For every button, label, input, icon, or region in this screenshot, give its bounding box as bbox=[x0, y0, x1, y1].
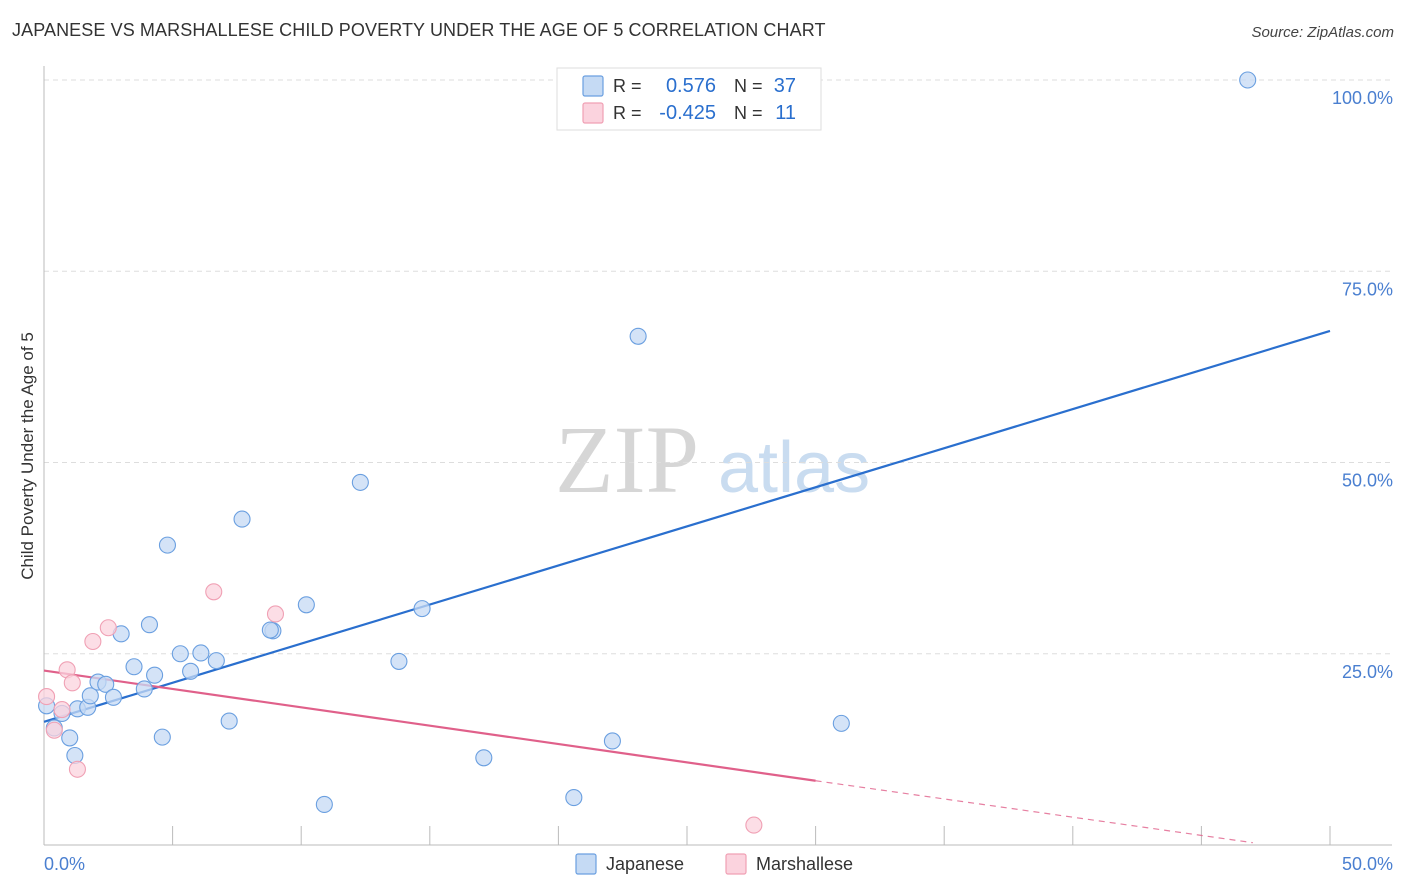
japanese-point-3 bbox=[61, 729, 79, 747]
japanese-point-15 bbox=[153, 728, 171, 746]
y-tick-labels: 100.0% 75.0% 50.0% 25.0% bbox=[1332, 88, 1393, 682]
data-points bbox=[38, 71, 1257, 834]
japanese-point-11 bbox=[125, 658, 143, 676]
japanese-swatch bbox=[582, 75, 604, 97]
legend-marshallese-swatch bbox=[725, 853, 747, 875]
japanese-point-34 bbox=[1239, 71, 1257, 89]
japanese-n-label: N = bbox=[734, 76, 763, 96]
marshallese-r-label: R = bbox=[613, 103, 642, 123]
japanese-point-27 bbox=[390, 652, 408, 670]
trend-line-japanese bbox=[43, 329, 1331, 723]
watermark-atlas: atlas bbox=[718, 428, 870, 508]
watermark-zip: ZIP bbox=[555, 406, 699, 513]
japanese-r-label: R = bbox=[613, 76, 642, 96]
japanese-point-6 bbox=[81, 687, 99, 705]
japanese-point-36 bbox=[261, 621, 279, 639]
x-tick-label-1: 50.0% bbox=[1342, 854, 1393, 874]
japanese-point-21 bbox=[220, 712, 238, 730]
source-label: Source: ZipAtlas.com bbox=[1251, 24, 1394, 41]
trend-lines bbox=[43, 329, 1331, 844]
japanese-point-31 bbox=[603, 732, 621, 750]
japanese-point-28 bbox=[413, 600, 431, 618]
legend-japanese-label: Japanese bbox=[606, 854, 684, 874]
chart-title: JAPANESE VS MARSHALLESE CHILD POVERTY UN… bbox=[12, 20, 826, 40]
marshallese-point-5 bbox=[84, 632, 102, 651]
bottom-legend: Japanese Marshallese bbox=[575, 853, 853, 875]
marshallese-n-label: N = bbox=[734, 103, 763, 123]
japanese-point-9 bbox=[104, 688, 122, 706]
japanese-point-29 bbox=[475, 749, 493, 767]
marshallese-point-7 bbox=[205, 583, 223, 601]
japanese-point-32 bbox=[629, 327, 647, 345]
marshallese-point-8 bbox=[266, 605, 285, 623]
trend-line-marshallese bbox=[43, 669, 816, 782]
stats-legend: R = 0.576 N = 37 R = -0.425 N = 11 bbox=[556, 67, 822, 131]
marshallese-point-9 bbox=[745, 816, 763, 834]
japanese-point-14 bbox=[146, 666, 164, 684]
japanese-point-22 bbox=[233, 510, 251, 528]
legend-marshallese-label: Marshallese bbox=[756, 854, 853, 874]
japanese-point-18 bbox=[182, 662, 200, 680]
grid-lines bbox=[44, 79, 1392, 655]
japanese-point-8 bbox=[97, 675, 115, 693]
japanese-point-25 bbox=[315, 795, 333, 814]
marshallese-r-value: -0.425 bbox=[659, 102, 716, 124]
japanese-point-30 bbox=[565, 789, 583, 807]
japanese-point-33 bbox=[832, 714, 850, 732]
japanese-point-12 bbox=[135, 680, 153, 698]
marshallese-point-0 bbox=[45, 721, 63, 739]
y-tick-label-0: 100.0% bbox=[1332, 88, 1393, 108]
legend-japanese-swatch bbox=[575, 853, 597, 875]
japanese-point-19 bbox=[192, 644, 210, 662]
japanese-r-value: 0.576 bbox=[666, 75, 716, 97]
japanese-point-35 bbox=[66, 746, 84, 765]
marshallese-swatch bbox=[582, 102, 604, 124]
marshallese-point-3 bbox=[63, 674, 81, 692]
y-tick-label-2: 50.0% bbox=[1342, 471, 1393, 491]
marshallese-point-6 bbox=[99, 619, 117, 637]
x-tick-label-0: 0.0% bbox=[44, 854, 85, 874]
marshallese-point-1 bbox=[53, 701, 71, 719]
y-tick-label-3: 25.0% bbox=[1342, 662, 1393, 682]
japanese-point-16 bbox=[158, 536, 177, 554]
japanese-n-value: 37 bbox=[774, 75, 796, 97]
x-tick-labels: 0.0% 50.0% bbox=[44, 854, 1393, 874]
marshallese-point-10 bbox=[38, 688, 56, 706]
japanese-point-17 bbox=[171, 645, 189, 663]
marshallese-point-4 bbox=[68, 760, 86, 778]
marshallese-n-value: 11 bbox=[775, 102, 796, 124]
japanese-point-26 bbox=[351, 473, 369, 491]
axes bbox=[43, 66, 1392, 846]
japanese-point-13 bbox=[140, 616, 159, 634]
y-tick-label-1: 75.0% bbox=[1342, 279, 1393, 299]
trend-line-dashed-marshallese bbox=[815, 780, 1253, 844]
japanese-point-20 bbox=[207, 652, 225, 670]
japanese-point-24 bbox=[297, 596, 315, 614]
